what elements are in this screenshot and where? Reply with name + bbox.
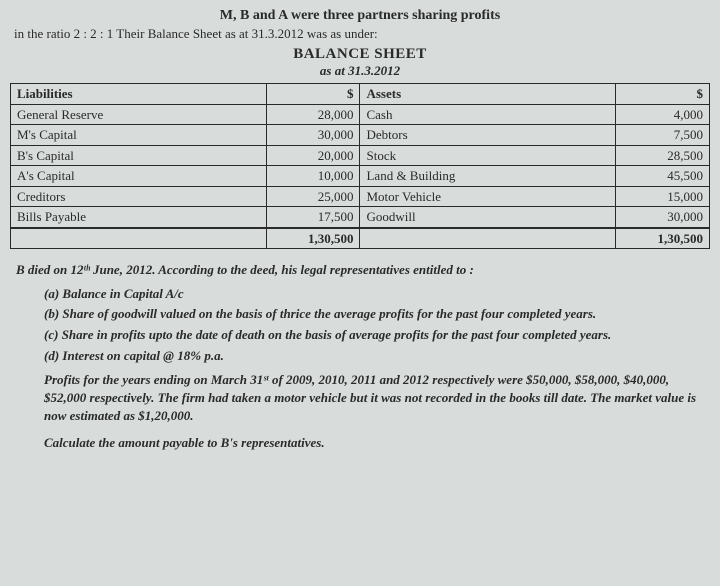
clause-b-label: (b): [44, 306, 59, 321]
liability-amount-cell: 20,000: [266, 145, 360, 166]
liability-cell: General Reserve: [11, 104, 267, 125]
liability-amount-cell: 28,000: [266, 104, 360, 125]
asset-amount-cell: 15,000: [616, 186, 710, 207]
liability-amount-cell: 10,000: [266, 166, 360, 187]
asset-cell: Stock: [360, 145, 616, 166]
asset-amount-cell: 45,500: [616, 166, 710, 187]
col-amount-2: $: [616, 84, 710, 105]
asset-cell: Land & Building: [360, 166, 616, 187]
table-header-row: Liabilities $ Assets $: [11, 84, 710, 105]
clause-a: (a) Balance in Capital A/c: [44, 285, 710, 303]
clause-a-label: (a): [44, 286, 59, 301]
problem-intro-line2: in the ratio 2 : 2 : 1 Their Balance She…: [10, 26, 710, 42]
asset-cell: Goodwill: [360, 207, 616, 228]
clause-d: (d) Interest on capital @ 18% p.a.: [44, 347, 710, 365]
liability-amount-cell: 25,000: [266, 186, 360, 207]
table-row: General Reserve28,000Cash4,000: [11, 104, 710, 125]
narrative-text: B died on 12ᵗʰ June, 2012. According to …: [10, 257, 710, 285]
clause-d-text: Interest on capital @ 18% p.a.: [62, 348, 223, 363]
col-liabilities: Liabilities: [11, 84, 267, 105]
profits-note: Profits for the years ending on March 31…: [10, 367, 710, 427]
col-assets: Assets: [360, 84, 616, 105]
clauses-list: (a) Balance in Capital A/c (b) Share of …: [10, 285, 710, 364]
clause-b: (b) Share of goodwill valued on the basi…: [44, 305, 710, 323]
col-amount-1: $: [266, 84, 360, 105]
asset-cell: Cash: [360, 104, 616, 125]
table-row: B's Capital20,000Stock28,500: [11, 145, 710, 166]
problem-intro-line1: M, B and A were three partners sharing p…: [10, 8, 710, 24]
asset-amount-cell: 4,000: [616, 104, 710, 125]
total-assets-label: [360, 228, 616, 249]
clause-d-label: (d): [44, 348, 59, 363]
liability-cell: B's Capital: [11, 145, 267, 166]
clause-c: (c) Share in profits upto the date of de…: [44, 326, 710, 344]
liability-cell: Bills Payable: [11, 207, 267, 228]
asset-amount-cell: 7,500: [616, 125, 710, 146]
liability-cell: A's Capital: [11, 166, 267, 187]
balance-sheet-title: BALANCE SHEET: [10, 46, 710, 63]
clause-c-text: Share in profits upto the date of death …: [62, 327, 612, 342]
total-liab-amount: 1,30,500: [266, 228, 360, 249]
liability-amount-cell: 30,000: [266, 125, 360, 146]
asset-amount-cell: 30,000: [616, 207, 710, 228]
liability-amount-cell: 17,500: [266, 207, 360, 228]
clause-a-text: Balance in Capital A/c: [62, 286, 183, 301]
clause-b-text: Share of goodwill valued on the basis of…: [62, 306, 596, 321]
table-row: A's Capital10,000Land & Building45,500: [11, 166, 710, 187]
table-row: Bills Payable17,500Goodwill30,000: [11, 207, 710, 228]
asset-amount-cell: 28,500: [616, 145, 710, 166]
liability-cell: Creditors: [11, 186, 267, 207]
asset-cell: Debtors: [360, 125, 616, 146]
asset-cell: Motor Vehicle: [360, 186, 616, 207]
liability-cell: M's Capital: [11, 125, 267, 146]
table-row: Creditors25,000Motor Vehicle15,000: [11, 186, 710, 207]
total-assets-amount: 1,30,500: [616, 228, 710, 249]
total-liab-label: [11, 228, 267, 249]
table-total-row: 1,30,500 1,30,500: [11, 228, 710, 249]
table-row: M's Capital30,000Debtors7,500: [11, 125, 710, 146]
balance-sheet-table: Liabilities $ Assets $ General Reserve28…: [10, 83, 710, 249]
clause-c-label: (c): [44, 327, 58, 342]
balance-sheet-date: as at 31.3.2012: [10, 63, 710, 79]
calculate-instruction: Calculate the amount payable to B's repr…: [10, 427, 710, 453]
